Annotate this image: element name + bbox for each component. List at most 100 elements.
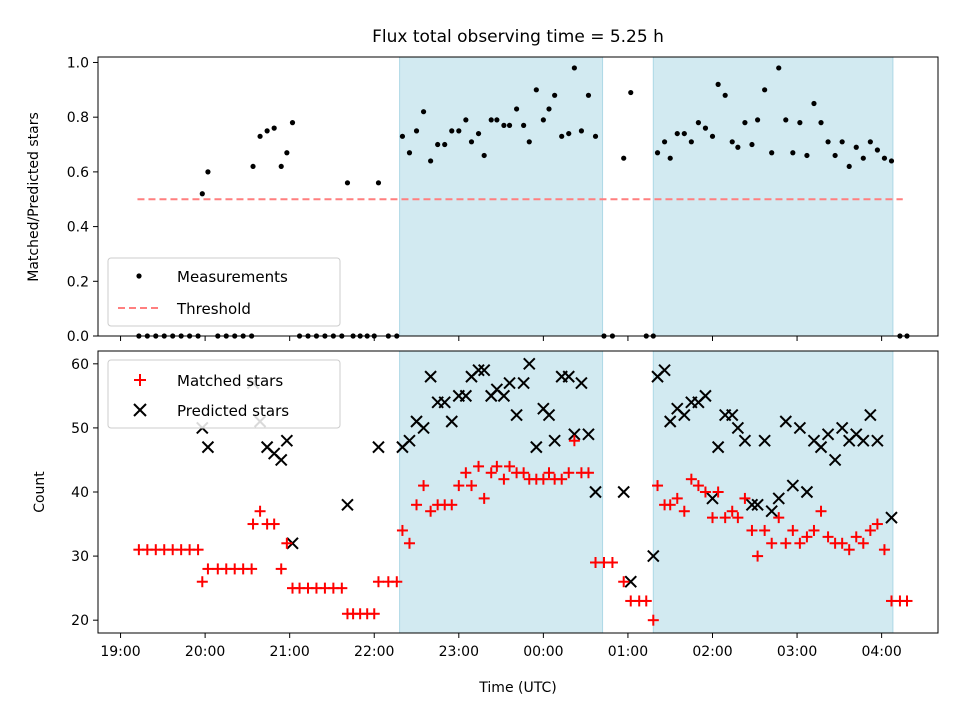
matched-point (606, 557, 618, 568)
measurement-point (722, 92, 728, 98)
top-shaded-regions (399, 56, 894, 337)
measurement-point (749, 141, 755, 148)
matched-point (453, 480, 465, 492)
predicted-point (711, 440, 725, 454)
measurement-point (754, 117, 761, 123)
measurement-point (559, 133, 565, 139)
predicted-point (286, 537, 299, 550)
predicted-point (835, 421, 849, 435)
matched-point (425, 505, 437, 517)
predicted-point (510, 408, 523, 422)
predicted-point (417, 421, 430, 435)
matched-point (537, 473, 549, 485)
matched-point (739, 492, 751, 504)
matched-point (543, 467, 555, 479)
matched-point (685, 473, 697, 485)
matched-point (815, 505, 827, 517)
y-tick-label: 0.8 (67, 110, 89, 126)
matched-point (692, 480, 704, 492)
matched-point (403, 537, 415, 549)
matched-point (247, 518, 259, 530)
predicted-point (562, 370, 575, 383)
measurement-point (888, 158, 895, 164)
measurement-point (428, 158, 434, 164)
measurement-point (742, 120, 748, 126)
predicted-point (445, 415, 458, 428)
top-y-ticks: 0.0 0.2 0.4 0.6 0.8 1.0 (67, 55, 98, 345)
measurement-point (494, 117, 500, 123)
y-tick-label: 0.4 (67, 220, 89, 236)
measurement-point (674, 130, 680, 137)
measurement-point (695, 120, 702, 126)
matched-point (640, 595, 652, 607)
predicted-point (517, 376, 530, 390)
measurement-point (846, 163, 852, 170)
matched-point (618, 576, 630, 588)
predicted-point (745, 498, 759, 512)
measurement-point (406, 150, 413, 156)
x-tick-label: 04:00 (861, 644, 901, 660)
matched-point (498, 473, 510, 485)
bottom-y-axis-label: Count (32, 471, 48, 513)
x-tick-label: 02:00 (692, 644, 732, 660)
measurement-point (271, 125, 277, 131)
measurement-point (681, 130, 687, 137)
measurement-point (250, 163, 256, 170)
bottom-y-ticks: 20 30 40 50 60 (71, 357, 98, 629)
predicted-point (864, 408, 877, 422)
matched-point (556, 473, 568, 485)
measurement-point (526, 139, 532, 145)
predicted-point (472, 364, 485, 377)
y-tick-label: 0.2 (67, 274, 89, 290)
measurement-point (654, 150, 661, 156)
top-legend-box (107, 257, 341, 327)
top-y-axis-label: Matched/Predicted stars (26, 112, 42, 282)
matched-point (664, 499, 676, 511)
y-tick-label: 60 (71, 357, 89, 373)
measurement-point (592, 133, 599, 139)
matched-point (368, 608, 380, 620)
predicted-point (523, 357, 536, 371)
measurement-point (783, 117, 789, 123)
matched-point (202, 563, 214, 575)
predicted-point (885, 511, 898, 524)
matched-point (901, 595, 913, 607)
matched-point (504, 460, 516, 472)
bottom-legend-box (107, 359, 341, 429)
predicted-point (438, 396, 451, 409)
measurement-point (762, 87, 768, 93)
measurement-point (540, 117, 546, 123)
measurement-point (399, 133, 406, 139)
measurement-point (818, 120, 824, 126)
predicted-point (582, 428, 595, 441)
measurement-point (289, 120, 296, 126)
matched-point (246, 563, 258, 575)
measurement-point (513, 106, 520, 112)
predicted-point (201, 440, 215, 454)
measurement-point (839, 139, 845, 145)
matched-point (712, 486, 724, 498)
measurement-point (825, 139, 831, 145)
matched-point (678, 505, 690, 517)
measurement-point (804, 152, 810, 159)
matched-point (411, 499, 423, 511)
predicted-point (424, 370, 437, 383)
top-plot-frame (97, 56, 939, 337)
predicted-point (758, 434, 771, 447)
measurement-point (769, 150, 775, 156)
measurement-point (867, 139, 873, 145)
matched-point (671, 492, 683, 504)
measurement-point (832, 152, 838, 159)
top-legend: Measurements Threshold (107, 257, 341, 327)
legend-matched-label: Matched stars (177, 372, 283, 390)
matched-point (752, 550, 764, 562)
measurement-point (628, 89, 634, 96)
predicted-point (828, 453, 842, 467)
matched-point (787, 524, 799, 536)
measurement-point (585, 92, 592, 98)
measurement-point (468, 139, 475, 145)
x-axis-label: Time (UTC) (478, 680, 556, 696)
measurement-point (566, 130, 572, 137)
predicted-point (731, 421, 745, 435)
